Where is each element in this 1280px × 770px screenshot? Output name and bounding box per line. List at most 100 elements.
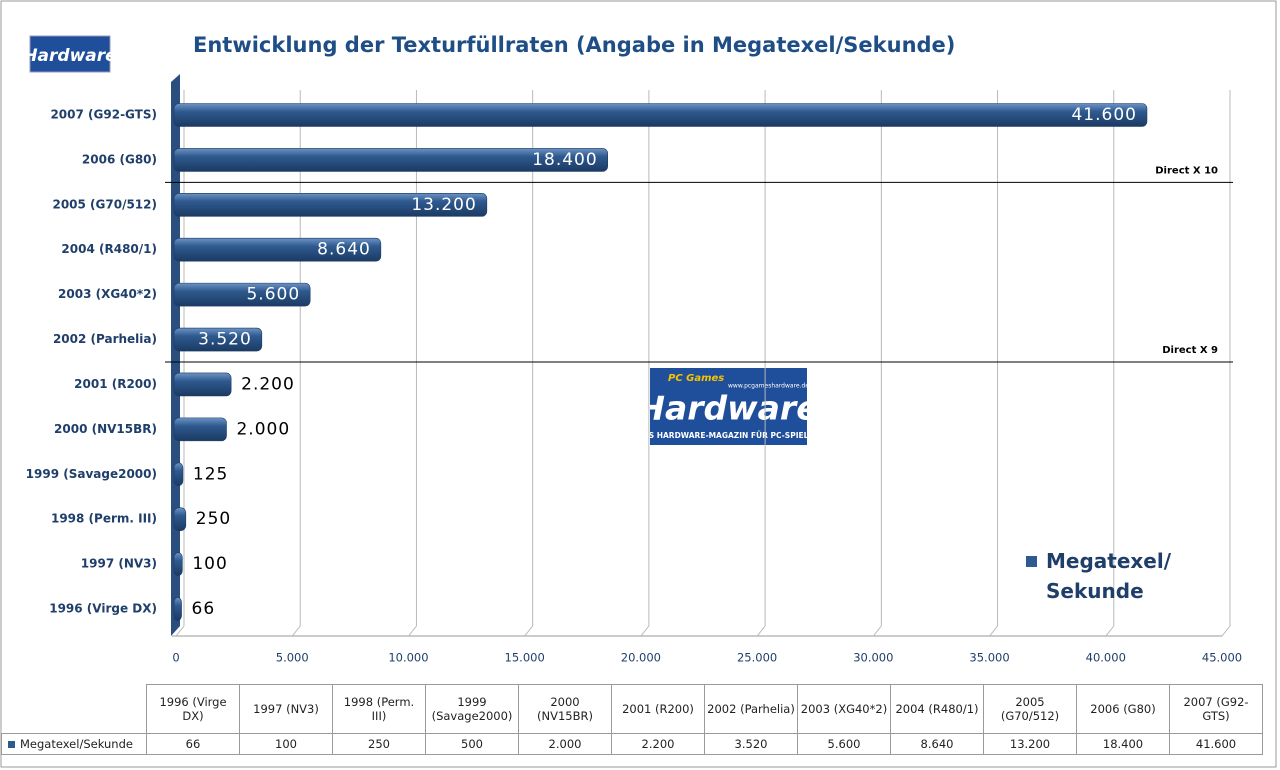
bar [173, 327, 263, 352]
y-tick-label: 2006 (G80) [82, 152, 157, 166]
table-cell: 41.600 [1169, 733, 1263, 755]
y-tick-label: 2005 (G70/512) [52, 197, 157, 211]
logo-text: Hardware [637, 389, 818, 428]
annotation: Direct X 9 [1162, 345, 1218, 356]
bar [173, 193, 488, 217]
x-tick-label: 0 [172, 651, 179, 665]
x-tick-label: 35.000 [969, 651, 1009, 665]
tick-mark [1105, 625, 1115, 637]
y-tick-label: 2000 (NV15BR) [54, 422, 157, 436]
data-label: 13.200 [411, 195, 476, 215]
logo-text: Hardware [23, 46, 116, 66]
bar [173, 282, 311, 307]
table-header-cell: 2006 (G80) [1076, 684, 1170, 734]
y-tick-label: 1999 (Savage2000) [26, 467, 157, 481]
tick-mark [756, 625, 766, 637]
y-tick-label: 2007 (G92-GTS) [50, 108, 157, 122]
legend-label: Megatexel/ Sekunde [1046, 549, 1172, 603]
x-tick-label: 25.000 [737, 651, 777, 665]
table-header-cell: 1997 (NV3) [239, 684, 333, 734]
x-tick-label: 10.000 [388, 651, 428, 665]
y-tick-label: 1998 (Perm. III) [51, 512, 157, 526]
y-tick-label: 2002 (Parhelia) [53, 332, 157, 346]
bar [173, 237, 382, 262]
data-label: 125 [193, 464, 228, 484]
table-corner [1, 684, 147, 734]
logo-box [29, 35, 111, 73]
logo-slogan: DAS HARDWARE-MAGAZIN FÜR PC-SPIELER [637, 431, 820, 440]
table-swatch [8, 741, 15, 748]
chart-title: Entwicklung der Texturfüllraten (Angabe … [193, 33, 955, 57]
table-header-cell: 2001 (R200) [611, 684, 705, 734]
data-label: 250 [196, 509, 231, 529]
x-tick-label: 20.000 [621, 651, 661, 665]
table-header-cell: 2003 (XG40*2) [797, 684, 891, 734]
table-header-cell: 1998 (Perm. III) [332, 684, 426, 734]
annotation: Direct X 10 [1155, 165, 1218, 176]
table-header: 1996 (Virge DX) 1997 (NV3) 1998 (Perm. III… [1, 684, 1263, 734]
x-tick-label: 45.000 [1202, 651, 1242, 665]
table-cell: 2.000 [518, 733, 612, 755]
table-cell: 2.200 [611, 733, 705, 755]
bar [173, 552, 183, 576]
legend: Megatexel/ Sekunde [1026, 546, 1196, 606]
x-tick-label: 40.000 [1086, 651, 1126, 665]
bar [173, 597, 182, 621]
x-tick-label: 15.000 [505, 651, 545, 665]
logo-url: www.pcgameshardware.de [728, 383, 809, 390]
table-header-cell: 2004 (R480/1) [890, 684, 984, 734]
tick-mark [175, 625, 185, 637]
tick-mark [872, 625, 882, 637]
data-label: 5.600 [246, 285, 300, 305]
table-row-label: Megatexel/Sekunde [1, 733, 147, 755]
data-label: 100 [192, 554, 227, 574]
tick-mark [408, 625, 417, 637]
legend-swatch [1026, 556, 1037, 567]
tick-mark [1221, 625, 1231, 637]
tick-mark [989, 625, 998, 637]
table-cell: 8.640 [890, 733, 984, 755]
table-header-cell: 2000 (NV15BR) [518, 684, 612, 734]
table-row: Megatexel/Sekunde 66 100 250 500 2.000 2.200 3.… [1, 733, 1263, 755]
table-cell: 18.400 [1076, 733, 1170, 755]
logo-center: PC Games www.pcgameshardware.de Hardware… [637, 368, 820, 445]
x-tick-label: 30.000 [853, 651, 893, 665]
table-header-cell: 1999 (Savage2000) [425, 684, 519, 734]
data-label: 3.520 [198, 330, 252, 350]
table-cell: 5.600 [797, 733, 891, 755]
table-cell: 3.520 [704, 733, 798, 755]
table-cell: 100 [239, 733, 333, 755]
row-label-text: Megatexel/Sekunde [20, 737, 133, 751]
y-tick-label: 1997 (NV3) [81, 557, 157, 571]
bar [173, 372, 232, 397]
table-cell: 66 [146, 733, 240, 755]
data-table: 1996 (Virge DX) 1997 (NV3) 1998 (Perm. III… [1, 684, 1263, 755]
data-label: 18.400 [532, 150, 597, 170]
bar [173, 507, 187, 531]
tick-mark [291, 625, 301, 637]
bar [173, 417, 227, 442]
bar [173, 103, 1148, 127]
table-header-cell: 2007 (G92-GTS) [1169, 684, 1263, 734]
y-tick-label: 1996 (Virge DX) [49, 602, 157, 616]
bar [173, 462, 184, 487]
data-label: 8.640 [317, 240, 371, 260]
tick-mark [524, 625, 534, 637]
data-label: 2.000 [236, 419, 290, 439]
y-tick-label: 2003 (XG40*2) [58, 287, 157, 301]
data-label: 2.200 [241, 374, 295, 394]
table-cell: 500 [425, 733, 519, 755]
logo-box [650, 368, 807, 445]
y-tick-label: 2004 (R480/1) [61, 242, 157, 256]
x-tick-label: 5.000 [276, 651, 309, 665]
table-header-cell: 2005 (G70/512) [983, 684, 1077, 734]
table-cell: 13.200 [983, 733, 1077, 755]
table-header-cell: 1996 (Virge DX) [146, 684, 240, 734]
tick-mark [640, 625, 650, 637]
data-label: 66 [192, 599, 216, 619]
logo-small: Hardware [23, 35, 117, 73]
table-header-cell: 2002 (Parhelia) [704, 684, 798, 734]
